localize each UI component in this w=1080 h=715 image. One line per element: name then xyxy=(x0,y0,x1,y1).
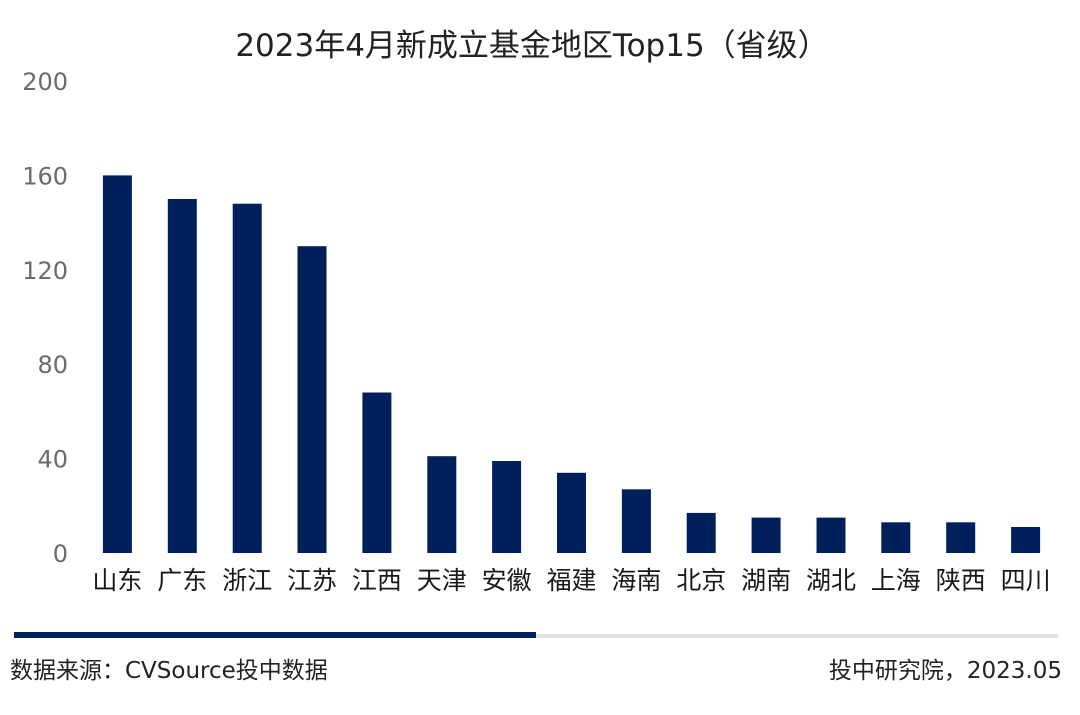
bar xyxy=(816,517,846,553)
bar-series xyxy=(102,175,1041,553)
bar xyxy=(1011,527,1041,553)
y-tick-label: 0 xyxy=(53,540,68,568)
x-category-label: 江苏 xyxy=(287,566,337,595)
bar xyxy=(621,489,651,553)
x-category-label: 福建 xyxy=(546,566,596,595)
bar xyxy=(362,392,392,553)
y-tick-label: 200 xyxy=(22,68,68,96)
y-tick-label: 80 xyxy=(37,351,68,379)
y-tick-label: 120 xyxy=(22,257,68,285)
bar xyxy=(427,456,457,553)
bar xyxy=(881,522,911,553)
publisher-credit: 投中研究院，2023.05 xyxy=(828,658,1062,684)
footer-accent-bar xyxy=(14,632,536,638)
x-category-label: 江西 xyxy=(352,566,402,595)
bar xyxy=(102,175,132,553)
bar xyxy=(686,512,716,553)
x-category-label: 广东 xyxy=(157,566,207,595)
y-tick-label: 160 xyxy=(22,162,68,190)
x-category-label: 四川 xyxy=(1001,566,1051,595)
x-category-label: 湖北 xyxy=(806,566,856,595)
x-category-label: 陕西 xyxy=(936,566,986,595)
bar xyxy=(751,517,781,553)
bar xyxy=(492,461,522,553)
y-axis: 0 40 80 120 160 200 xyxy=(22,68,68,568)
x-category-label: 海南 xyxy=(611,566,661,595)
x-category-label: 北京 xyxy=(676,566,726,595)
x-axis: 山东 广东 浙江 江苏 江西 天津 安徽 福建 海南 北京 湖南 湖北 上海 陕西 四川 xyxy=(92,566,1050,595)
bar xyxy=(557,472,586,553)
x-category-label: 山东 xyxy=(92,566,142,595)
footer-track-bar xyxy=(536,634,1058,638)
x-category-label: 上海 xyxy=(871,566,921,595)
data-source-note: 数据来源：CVSource投中数据 xyxy=(10,658,328,684)
x-category-label: 浙江 xyxy=(222,566,272,595)
chart-title: 2023年4月新成立基金地区Top15（省级） xyxy=(235,28,828,64)
x-category-label: 湖南 xyxy=(741,566,791,595)
x-category-label: 天津 xyxy=(417,566,467,595)
bar xyxy=(946,522,976,553)
y-tick-label: 40 xyxy=(37,446,68,474)
bar xyxy=(167,199,197,553)
bar xyxy=(297,246,327,553)
bar xyxy=(232,203,262,553)
x-category-label: 安徽 xyxy=(482,566,532,595)
